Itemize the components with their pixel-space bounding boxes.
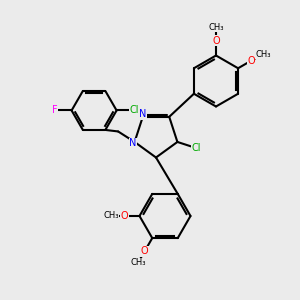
Text: O: O	[247, 56, 255, 66]
Text: O: O	[141, 246, 148, 256]
Text: CH₃: CH₃	[208, 22, 224, 32]
Text: CH₃: CH₃	[130, 258, 146, 267]
Text: Cl: Cl	[130, 106, 140, 116]
Text: O: O	[121, 211, 128, 221]
Text: N: N	[129, 139, 137, 148]
Text: Cl: Cl	[191, 143, 201, 153]
Text: CH₃: CH₃	[255, 50, 271, 58]
Text: CH₃: CH₃	[103, 212, 119, 220]
Text: N: N	[139, 110, 146, 119]
Text: O: O	[212, 35, 220, 46]
Text: F: F	[52, 106, 58, 116]
